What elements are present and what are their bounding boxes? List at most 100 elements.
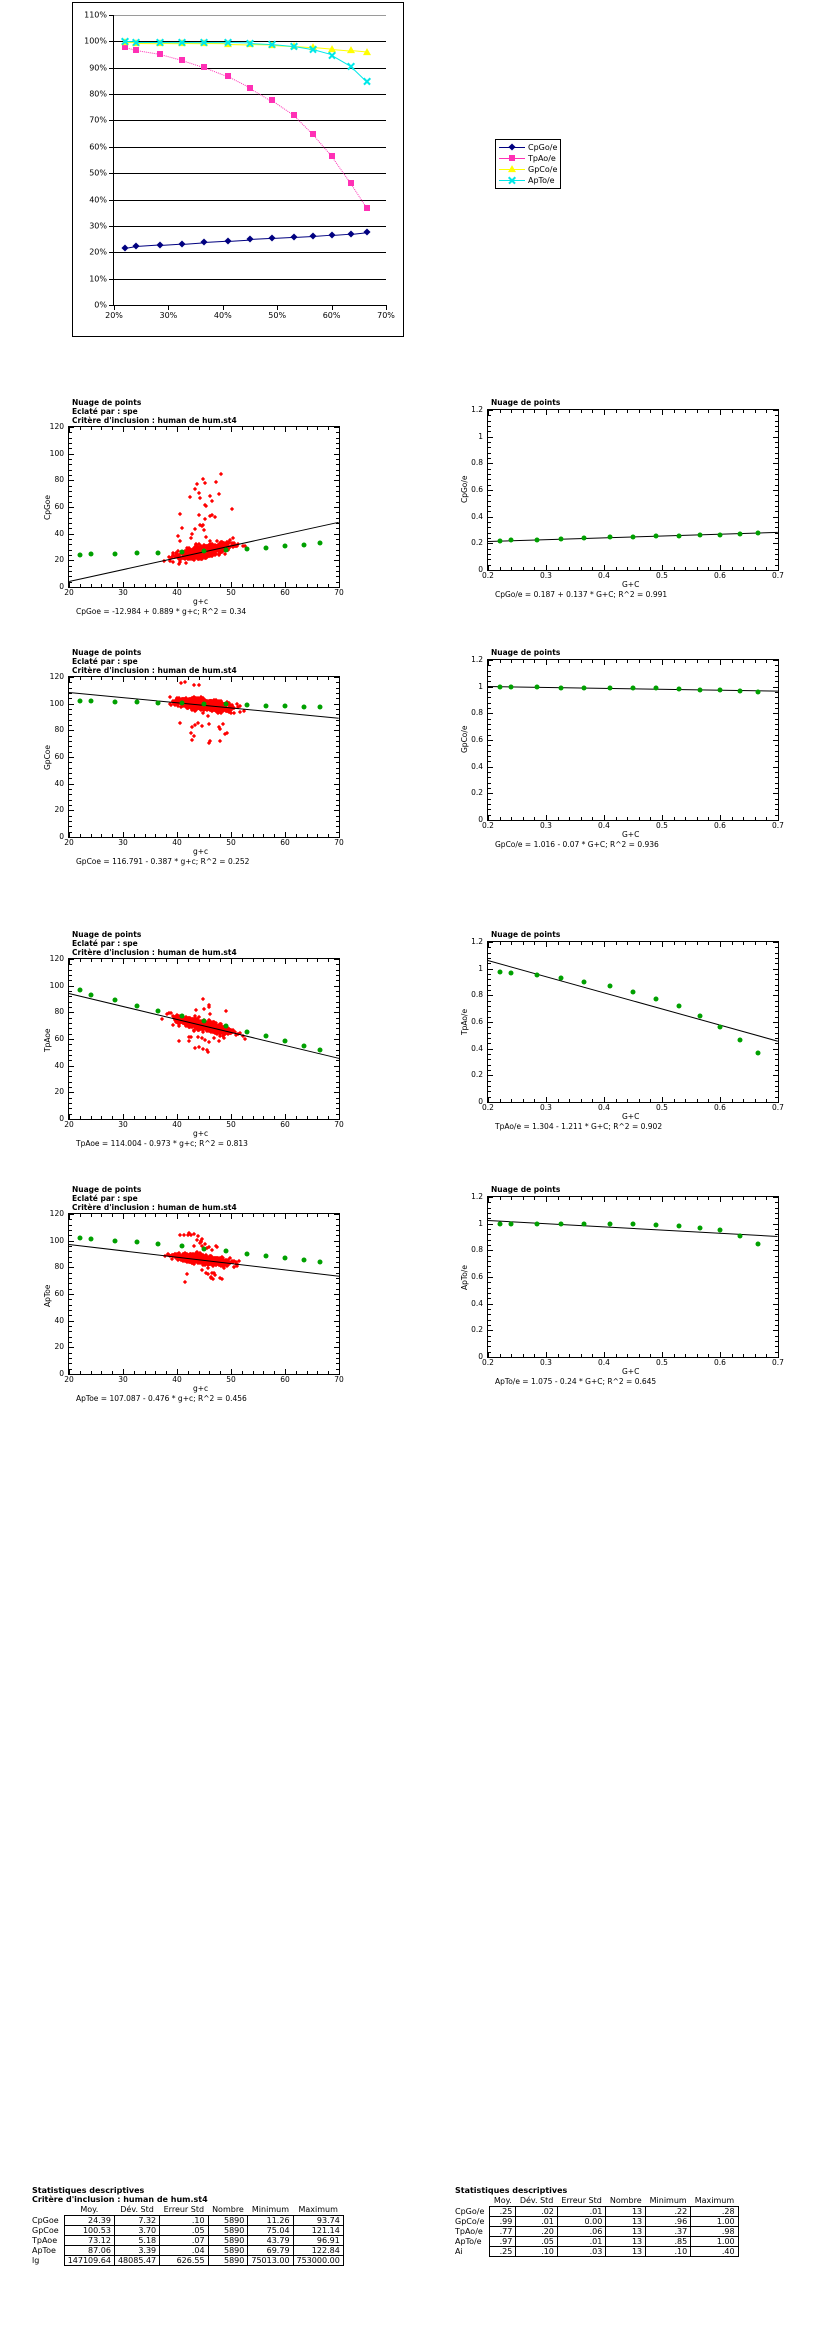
x-tick	[778, 1097, 779, 1102]
series-marker	[121, 44, 128, 51]
x-tick	[662, 1097, 663, 1102]
x-minor-tick	[522, 567, 524, 570]
y-tick	[488, 968, 493, 970]
table-header-row: Moy. Dév. Std Erreur Std Nombre Minimum Maxim…	[32, 2205, 343, 2216]
x-tick-label: 60	[280, 588, 290, 597]
series-marker	[308, 45, 317, 54]
series-marker	[246, 38, 255, 47]
y-tick-label: 0.4	[471, 1298, 483, 1308]
y-minor-tick	[69, 1219, 72, 1221]
y-minor-tick	[336, 767, 339, 769]
y-minor-tick	[775, 979, 778, 981]
x-tick-label: 0.2	[482, 1358, 494, 1367]
y-tick	[334, 1065, 339, 1067]
y-minor-tick	[775, 724, 778, 725]
y-tick-label: 0	[478, 815, 483, 824]
regression-equation: GpCoe = 116.791 - 0.387 * g+c; R^2 = 0.2…	[76, 857, 250, 866]
corner-cell	[32, 2205, 64, 2216]
x-tick-label: 0.6	[714, 1358, 726, 1367]
y-tick	[69, 560, 74, 562]
y-tick-label: 20	[54, 555, 64, 565]
y-tick-label: 40%	[89, 195, 107, 205]
x-minor-tick	[731, 1099, 733, 1102]
data-point	[202, 517, 207, 522]
x-minor-tick	[274, 834, 276, 837]
x-minor-tick	[534, 567, 536, 570]
data-point	[212, 552, 218, 557]
y-minor-tick	[488, 458, 491, 459]
x-minor-tick	[615, 942, 617, 945]
x-minor-tick	[198, 584, 200, 587]
x-minor-tick	[766, 1099, 768, 1102]
y-minor-tick	[336, 1044, 339, 1046]
y-minor-tick	[775, 1341, 778, 1342]
x-minor-tick	[766, 942, 768, 945]
x-minor-tick	[133, 584, 135, 587]
data-point	[189, 531, 194, 537]
x-minor-tick	[166, 1214, 168, 1217]
series-marker	[328, 231, 336, 239]
y-minor-tick	[488, 1070, 491, 1071]
column-header: Nombre	[609, 2196, 642, 2205]
y-tick	[69, 1119, 74, 1120]
y-minor-tick	[336, 815, 339, 817]
y-minor-tick	[336, 1230, 339, 1231]
y-minor-tick	[336, 437, 339, 439]
y-minor-tick	[69, 1044, 72, 1046]
y-tick-label: 110%	[84, 10, 107, 20]
y-tick-label: 120	[49, 672, 64, 681]
y-tick	[69, 730, 74, 732]
y-minor-tick	[69, 1017, 72, 1019]
x-tick-label: 0.5	[656, 571, 668, 580]
y-tick	[334, 560, 339, 562]
y-tick	[334, 427, 339, 428]
x-minor-tick	[627, 410, 629, 413]
x-tick	[339, 1114, 340, 1119]
y-minor-tick	[775, 782, 778, 784]
x-minor-tick	[499, 410, 501, 413]
y-tick-label: 0.8	[471, 458, 483, 468]
y-minor-tick	[69, 1331, 72, 1333]
y-minor-tick	[69, 496, 72, 498]
series-marker	[178, 37, 187, 46]
y-minor-tick	[775, 1011, 778, 1013]
table-cell: 5890	[207, 2215, 249, 2226]
species-mean-point	[223, 701, 229, 707]
y-minor-tick	[336, 805, 339, 806]
x-minor-tick	[522, 1099, 524, 1102]
y-minor-tick	[69, 826, 72, 828]
x-tick-label: 40	[172, 588, 182, 597]
data-point	[209, 1247, 215, 1253]
x-minor-tick	[155, 1214, 157, 1217]
y-minor-tick	[336, 1219, 339, 1221]
y-minor-tick	[336, 528, 339, 530]
x-tick-label: 70	[334, 588, 344, 597]
y-minor-tick	[69, 815, 72, 817]
x-minor-tick	[499, 942, 501, 945]
species-mean-point	[717, 1024, 723, 1030]
y-minor-tick	[69, 767, 72, 769]
y-minor-tick	[69, 1304, 72, 1306]
x-minor-tick	[592, 1197, 594, 1200]
y-tick	[334, 677, 339, 678]
x-minor-tick	[522, 1354, 524, 1357]
scatter-panel-cpgoe-ratio: Nuage de points 0.2 0.3 0.4 0.5 0.6 0.7 0 0.2 0.4…	[455, 398, 785, 599]
species-mean-point	[630, 685, 636, 691]
y-minor-tick	[336, 751, 339, 753]
y-minor-tick	[336, 571, 339, 572]
y-tick	[69, 677, 74, 678]
x-minor-tick	[220, 959, 222, 962]
x-tick	[69, 1214, 70, 1219]
y-tick-label: 80	[54, 475, 64, 485]
y-minor-tick	[488, 1319, 491, 1321]
data-point	[197, 512, 202, 517]
x-minor-tick	[144, 1214, 146, 1217]
y-minor-tick	[488, 1341, 491, 1342]
y-minor-tick	[69, 1103, 72, 1104]
x-minor-tick	[220, 1116, 222, 1119]
x-minor-tick	[79, 427, 81, 430]
legend-swatch	[499, 175, 525, 186]
x-minor-tick	[252, 1371, 254, 1374]
series-marker	[327, 50, 336, 59]
y-tick-label: 0.6	[471, 1272, 483, 1281]
